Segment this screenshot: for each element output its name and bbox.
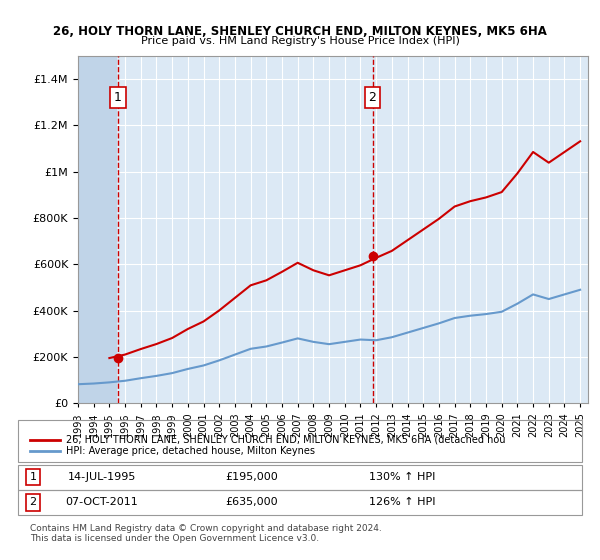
- Text: 1: 1: [29, 472, 37, 482]
- Text: 126% ↑ HPI: 126% ↑ HPI: [369, 497, 435, 507]
- Bar: [78, 56, 117, 403]
- Text: £195,000: £195,000: [226, 472, 278, 482]
- Text: 1: 1: [114, 91, 122, 104]
- Text: Contains HM Land Registry data © Crown copyright and database right 2024.
This d: Contains HM Land Registry data © Crown c…: [30, 524, 382, 543]
- Text: 14-JUL-1995: 14-JUL-1995: [68, 472, 136, 482]
- Text: 130% ↑ HPI: 130% ↑ HPI: [369, 472, 435, 482]
- Text: Price paid vs. HM Land Registry's House Price Index (HPI): Price paid vs. HM Land Registry's House …: [140, 36, 460, 46]
- Text: 2: 2: [29, 497, 37, 507]
- Text: HPI: Average price, detached house, Milton Keynes: HPI: Average price, detached house, Milt…: [66, 446, 315, 456]
- Text: 26, HOLY THORN LANE, SHENLEY CHURCH END, MILTON KEYNES, MK5 6HA (detached hou: 26, HOLY THORN LANE, SHENLEY CHURCH END,…: [66, 435, 505, 445]
- Text: 26, HOLY THORN LANE, SHENLEY CHURCH END, MILTON KEYNES, MK5 6HA: 26, HOLY THORN LANE, SHENLEY CHURCH END,…: [53, 25, 547, 38]
- Text: 2: 2: [368, 91, 376, 104]
- Text: 07-OCT-2011: 07-OCT-2011: [65, 497, 139, 507]
- Text: £635,000: £635,000: [226, 497, 278, 507]
